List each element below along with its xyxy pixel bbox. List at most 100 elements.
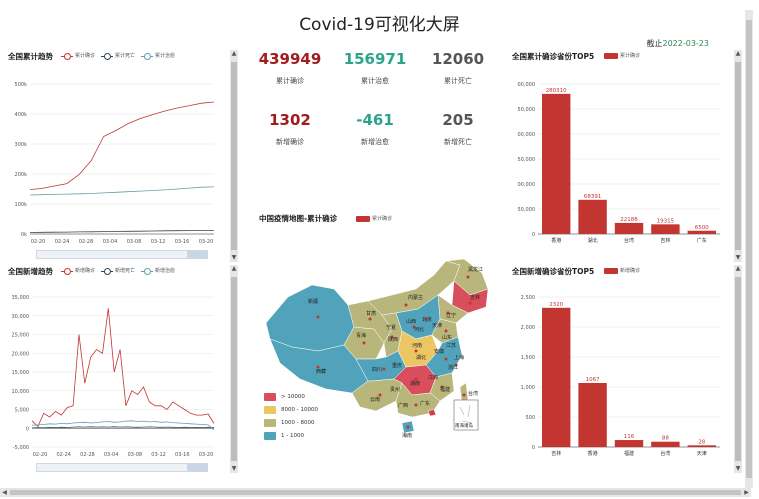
stat-label: 新增死亡 — [444, 138, 472, 146]
y-tick-label: -5,000 — [13, 445, 29, 451]
scroll-up-arrow-icon[interactable]: ▲ — [735, 265, 741, 272]
scroll-down-arrow-icon[interactable]: ▼ — [231, 465, 237, 472]
y-tick-label: 00,000 — [518, 82, 536, 88]
bar — [578, 199, 607, 234]
scroll-left-arrow-icon[interactable]: ◀ — [2, 489, 7, 496]
x-tick-label: 02-24 — [56, 452, 71, 458]
stat-value: 439949 — [258, 50, 322, 68]
bar — [687, 230, 716, 234]
cumulative-panel-scrollbar[interactable]: ▲ ▼ — [230, 50, 238, 262]
scroll-down-arrow-icon[interactable]: ▼ — [231, 254, 237, 261]
new-trend-title: 全国新增趋势 — [8, 267, 53, 276]
province-label: 辽宁 — [446, 312, 456, 319]
x-tick-label: 03-16 — [175, 452, 190, 458]
data-label: 88 — [662, 436, 669, 442]
top5-cumulative-scrollbar[interactable]: ▲ ▼ — [734, 50, 742, 262]
x-tick-label: 香港 — [588, 450, 598, 457]
y-tick-label: 0 — [26, 426, 29, 432]
x-tick-label: 广东 — [697, 237, 707, 244]
scroll-down-arrow-icon[interactable]: ▼ — [735, 254, 741, 261]
province-xinjiang — [265, 284, 355, 352]
province-label: 新疆 — [308, 298, 318, 305]
top5-new-scrollbar[interactable]: ▲ ▼ — [734, 265, 742, 473]
cumulative-zoom-slider[interactable] — [36, 250, 208, 259]
province-label: 宁夏 — [386, 324, 396, 331]
stat-value: 1302 — [269, 111, 311, 129]
page-title: Covid-19可视化大屏 — [299, 15, 460, 35]
range-item[interactable]: 1000 - 8000 — [264, 416, 318, 429]
new-zoom-slider[interactable] — [36, 463, 208, 472]
bar — [614, 222, 644, 234]
date-value: 2022-03-23 — [662, 39, 710, 48]
range-item[interactable]: 8000 - 10000 — [264, 403, 318, 416]
province-label: 上海 — [454, 354, 464, 361]
y-tick-label: 50,000 — [518, 207, 536, 213]
legend-item-top5-cumulative[interactable]: 累计确诊 — [604, 52, 640, 59]
province-label: 山东 — [442, 334, 452, 341]
province-label: 甘肃 — [366, 310, 376, 317]
legend-item-cumulative-recovered[interactable]: 累计治愈 — [141, 52, 175, 60]
legend-item-top5-new[interactable]: 新增确诊 — [604, 267, 640, 274]
y-tick-label: 50,000 — [518, 107, 536, 113]
scroll-up-arrow-icon[interactable]: ▲ — [231, 265, 237, 272]
x-tick-label: 03-08 — [128, 452, 143, 458]
new-panel-scrollbar[interactable]: ▲ ▼ — [230, 265, 238, 473]
range-item[interactable]: 1 - 1000 — [264, 429, 318, 442]
legend-item-new-deaths[interactable]: 新增死亡 — [101, 267, 135, 275]
province-label: 山西 — [406, 318, 416, 325]
x-tick-label: 台湾 — [660, 450, 670, 457]
province-label: 江苏 — [446, 342, 456, 349]
x-tick-label: 福建 — [624, 450, 634, 457]
province-guangxi-guangdong — [395, 382, 441, 418]
scroll-up-arrow-icon[interactable]: ▲ — [231, 50, 237, 57]
province-label: 陕西 — [388, 336, 398, 343]
page-vertical-scrollbar[interactable] — [745, 10, 753, 488]
range-item[interactable]: > 10000 — [264, 390, 318, 403]
y-tick-label: 15,000 — [12, 370, 30, 376]
y-tick-label: 0 — [532, 232, 535, 238]
province-label: 湖北 — [416, 354, 426, 361]
legend-item-cumulative-deaths[interactable]: 累计死亡 — [101, 52, 135, 60]
data-label: 116 — [624, 434, 635, 440]
x-tick-label: 03-12 — [151, 239, 166, 245]
province-label: 河北 — [414, 326, 424, 333]
cumulative-trend-panel: 全国累计趋势 累计确诊 累计死亡 累计治愈 0k 100k 200k 300k 400k… — [6, 50, 238, 262]
bar — [578, 382, 607, 447]
series-line-1 — [29, 230, 215, 233]
x-tick-label: 03-08 — [127, 239, 142, 245]
scroll-up-arrow-icon[interactable]: ▲ — [735, 50, 741, 57]
stat-label: 累计确诊 — [276, 77, 304, 85]
province-label: 贵州 — [390, 386, 400, 393]
stat-value: 205 — [442, 111, 474, 129]
date-line: 截止2022-03-23 — [647, 38, 710, 49]
south-china-sea-inset — [453, 399, 479, 431]
page-horizontal-scrollbar[interactable]: ◀ ▶ — [0, 488, 751, 497]
x-tick-label: 03-04 — [104, 452, 119, 458]
y-tick-label: 1,000 — [521, 385, 535, 391]
map-legend-top: 累计确诊 — [356, 215, 392, 222]
province-label: 重庆 — [392, 362, 402, 369]
china-map: 新疆 西藏 黑龙江 吉林 内蒙古 辽宁 北京 天津 河北 山西 陕西 河南 湖北… — [265, 258, 489, 439]
province-label: 天津 — [432, 322, 442, 329]
y-tick-label: 400k — [15, 112, 28, 118]
x-tick-label: 03-04 — [103, 239, 118, 245]
top5-new-panel: 全国新增确诊省份TOP5 新增确诊 0 500 1,000 1,500 2,000 2,5… — [508, 265, 742, 477]
legend-item-cumulative-confirmed[interactable]: 累计确诊 — [61, 52, 95, 60]
province-label: 西藏 — [316, 368, 326, 375]
x-tick-label: 03-12 — [151, 452, 166, 458]
scroll-down-arrow-icon[interactable]: ▼ — [735, 465, 741, 472]
province-label: 内蒙古 — [408, 294, 423, 301]
scroll-right-arrow-icon[interactable]: ▶ — [744, 489, 749, 496]
y-tick-label: 100k — [15, 202, 28, 208]
legend-item-map-cumulative[interactable]: 累计确诊 — [356, 215, 392, 222]
x-tick-label: 02-20 — [33, 452, 48, 458]
province-label: 浙江 — [448, 364, 458, 371]
legend-item-new-confirmed[interactable]: 新增确诊 — [61, 267, 95, 275]
legend-item-new-recovered[interactable]: 新增治愈 — [141, 267, 175, 275]
map-range-legend: > 10000 8000 - 10000 1000 - 8000 1 - 100… — [264, 390, 318, 442]
stat-cumulative-recovered: 156971 累计治愈 — [335, 50, 415, 86]
top5-cumulative-chart: 0 50,000 00,000 50,000 00,000 50,000 00,000 280… — [518, 82, 720, 244]
stat-cumulative-deaths: 12060 累计死亡 — [418, 50, 498, 86]
y-tick-label: 500k — [15, 82, 28, 88]
map-title: 中国疫情地图-累计确诊 — [259, 214, 338, 223]
